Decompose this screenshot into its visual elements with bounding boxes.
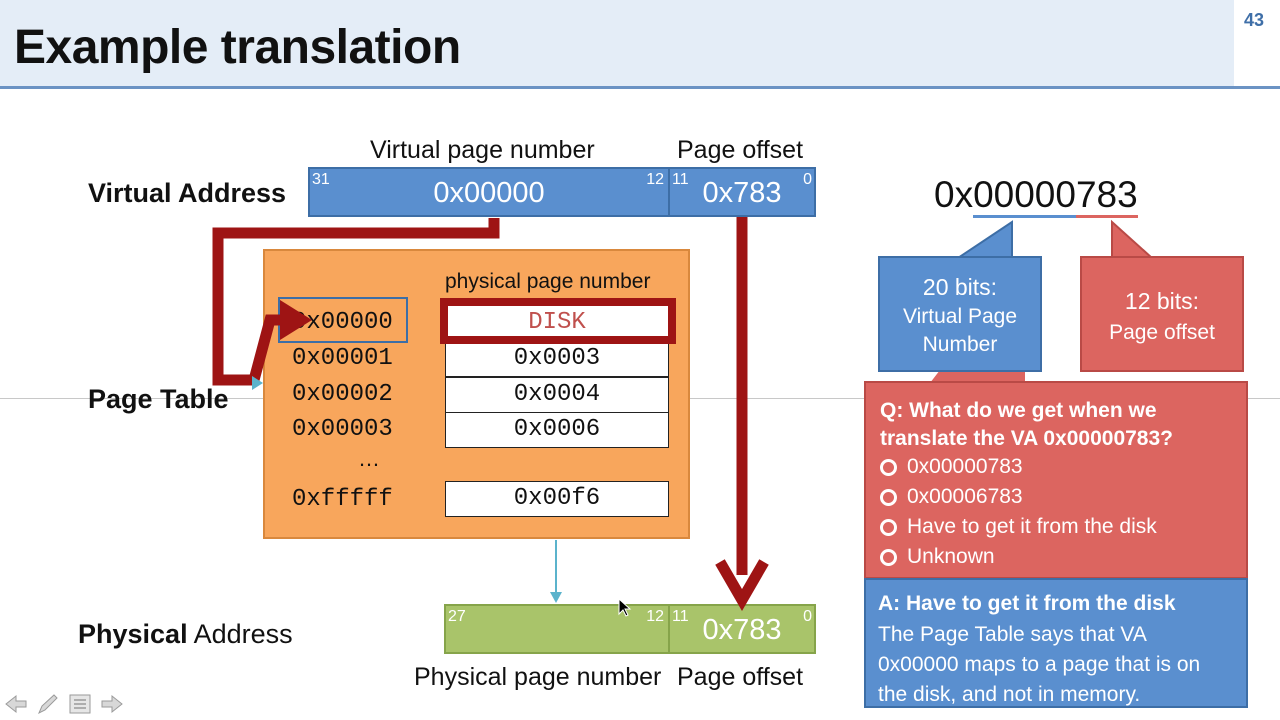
va-vpn-field: 31 12 0x00000 [308,167,670,217]
answer-line: The Page Table says that VA [878,623,1147,646]
pt-ppn-cell: DISK [445,305,669,341]
offset-callout-line2: Page offset [1109,321,1215,344]
bit-0-label: 0 [803,171,812,188]
pa-ppn-field: 27 12 [444,604,670,654]
pt-ppn-cell: 0x0004 [445,377,669,413]
pt-index: 0xfffff [292,486,393,513]
answer-line: 0x00000 maps to a page that is on [878,653,1201,676]
question-box: Q: What do we get when we translate the … [864,381,1248,579]
title-underline [0,86,1280,89]
arrow-left-icon[interactable] [4,693,28,715]
vpn-callout-line1: 20 bits: [922,274,998,300]
vpn-lookup-arrowhead [280,300,312,340]
answer-option[interactable]: Unknown [880,545,995,569]
question-text: Q: What do we get when we translate the … [880,399,1173,450]
physical-word: Physical [78,619,188,649]
slide-number: 43 [1244,10,1265,30]
va-vpn-value: 0x00000 [433,177,545,209]
bit-11-label: 11 [672,608,689,625]
radio-icon[interactable] [880,458,897,476]
title-bar [0,0,1234,86]
bit-27-label: 27 [448,608,466,625]
radio-icon[interactable] [880,518,897,536]
radio-icon[interactable] [880,548,897,566]
option-label: Have to get it from the disk [907,515,1157,538]
bit-12-label: 12 [646,608,664,625]
slide-title: Example translation [14,21,461,74]
pt-index: 0x00002 [292,381,393,408]
va-hex-prefix: 0x [934,174,974,215]
ppn-output-arrowhead [550,592,562,603]
pt-ellipsis: … [358,446,380,471]
vpn-callout-pointer [954,220,1013,259]
option-label: Unknown [907,545,995,568]
offset-header: Page offset [677,136,804,164]
address-word: Address [187,619,293,649]
mouse-cursor-icon [618,598,632,617]
virtual-address-label: Virtual Address [88,178,287,208]
answer-option[interactable]: 0x00006783 [880,485,1023,509]
pa-offset-value: 0x783 [702,614,782,646]
option-label: 0x00006783 [907,485,1023,508]
menu-icon[interactable] [68,693,92,715]
bit-12-label: 12 [646,171,664,188]
page-table-label: Page Table [88,384,229,414]
pa-offset-field: 11 0 0x783 [668,604,816,654]
vpn-lookup-arrow [212,218,500,386]
page-table-column-header: physical page number [445,270,651,293]
pt-index: 0x00001 [292,345,393,372]
pen-icon[interactable] [36,693,60,715]
option-label: 0x00000783 [907,455,1023,478]
va-hex-vpn: 00000 [973,174,1076,218]
pt-index: 0x00003 [292,416,393,443]
pt-ppn-cell: 0x00f6 [445,481,669,517]
offset-callout-pointer [1111,219,1155,259]
va-hex-display: 0x00000783 [934,174,1138,218]
va-hex-offset: 783 [1075,174,1138,218]
physical-address-label: Physical Address [78,619,293,650]
disk-highlight [440,298,676,344]
bit-31-label: 31 [312,171,330,188]
vpn-bits-callout: 20 bits: Virtual Page Number [878,256,1042,372]
offset-copy-arrowhead [715,559,769,611]
pt-ppn-cell: 0x0006 [445,412,669,448]
answer-line: the disk, and not in memory. [878,683,1141,706]
answer-option[interactable]: Have to get it from the disk [880,515,1157,539]
ppn-footer: Physical page number [414,663,662,691]
question-callout-pointer [930,370,1025,383]
pt-index: 0x00000 [292,309,393,336]
radio-icon[interactable] [880,488,897,506]
va-offset-value: 0x783 [702,177,782,209]
arrow-right-icon[interactable] [100,693,124,715]
bit-0-label: 0 [803,608,812,625]
offset-footer: Page offset [677,663,804,691]
answer-box: A: Have to get it from the disk The Page… [864,578,1248,708]
vpn-callout-line2: Virtual Page [902,305,1018,328]
vpn-header: Virtual page number [370,136,595,164]
bit-11-label: 11 [672,171,689,188]
va-offset-field: 11 0 0x783 [668,167,816,217]
answer-option[interactable]: 0x00000783 [880,455,1023,479]
answer-title: A: Have to get it from the disk [878,592,1176,615]
offset-callout-line1: 12 bits: [1124,288,1200,314]
page-table-pointer [252,376,263,390]
offset-bits-callout: 12 bits: Page offset [1080,256,1244,372]
vpn-callout-line3: Number [922,333,998,356]
